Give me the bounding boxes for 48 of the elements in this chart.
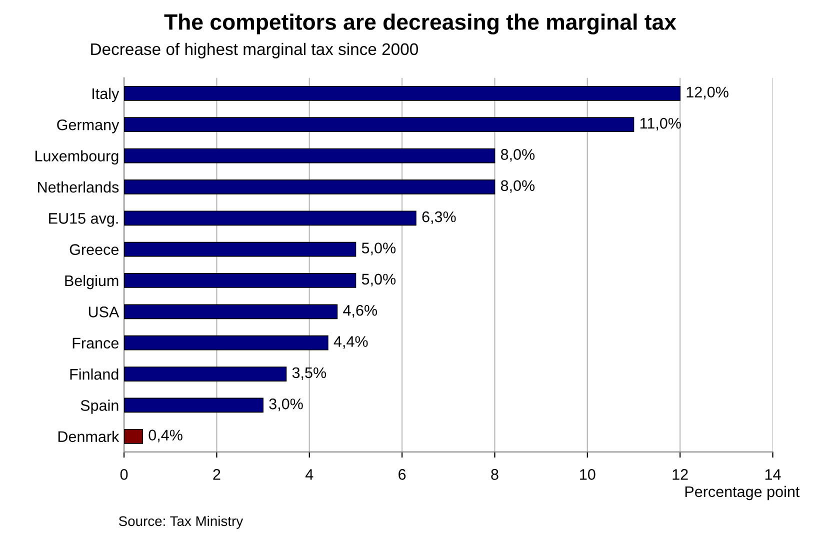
y-tick-label: Greece <box>70 244 118 255</box>
x-tick-label: 8 <box>491 469 498 480</box>
data-label: 0,4% <box>148 430 182 442</box>
data-label: 11,0% <box>640 118 681 130</box>
data-label: 12,0% <box>686 86 728 100</box>
x-tick-label: 0 <box>120 469 128 480</box>
bar <box>124 180 496 194</box>
bar <box>124 117 634 132</box>
bar <box>124 304 338 320</box>
y-tick-label: France <box>72 338 118 349</box>
y-tick-label: Finland <box>70 368 118 380</box>
data-label: 4,4% <box>334 336 368 349</box>
x-tick-label: 4 <box>305 469 314 480</box>
source-note: Source: Tax Ministry <box>118 516 244 529</box>
y-tick-label: Spain <box>80 400 118 414</box>
x-tick-label: 2 <box>213 469 220 480</box>
bar <box>124 86 680 101</box>
bar <box>124 242 356 257</box>
bar <box>124 366 287 382</box>
data-label: 8,0% <box>500 149 535 162</box>
data-label: 8,0% <box>500 180 535 193</box>
data-label: 6,3% <box>422 211 456 224</box>
data-label: 3,5% <box>292 367 326 380</box>
bar <box>124 210 416 226</box>
y-tick-label: Italy <box>92 88 120 102</box>
bar <box>124 273 356 288</box>
y-tick-label: Denmark <box>58 430 120 442</box>
y-tick-label: Luxembourg <box>36 150 118 164</box>
data-label: 3,0% <box>269 398 303 412</box>
y-tick-label: Belgium <box>65 274 118 290</box>
chart-subtitle: Decrease of highest marginal tax since 2000 <box>91 42 418 58</box>
y-tick-label: Netherlands <box>38 181 119 193</box>
y-tick-label: EU15 avg. <box>49 213 118 227</box>
x-tick-label: 10 <box>580 469 596 480</box>
y-tick-label: USA <box>88 306 120 318</box>
bar <box>124 398 264 413</box>
bar <box>124 335 328 350</box>
x-axis-title: Percentage point <box>685 486 800 500</box>
y-tick-label: Germany <box>57 119 120 134</box>
x-tick-label: 6 <box>398 469 406 480</box>
bar <box>124 148 496 164</box>
data-label: 5,0% <box>362 242 396 256</box>
chart-title: The competitors are decreasing the marginal tax <box>164 14 676 34</box>
x-tick-label: 12 <box>672 469 688 480</box>
data-label: 4,6% <box>343 304 378 318</box>
data-label: 5,0% <box>362 274 396 286</box>
bar <box>124 428 143 444</box>
x-tick-label: 14 <box>765 469 781 480</box>
